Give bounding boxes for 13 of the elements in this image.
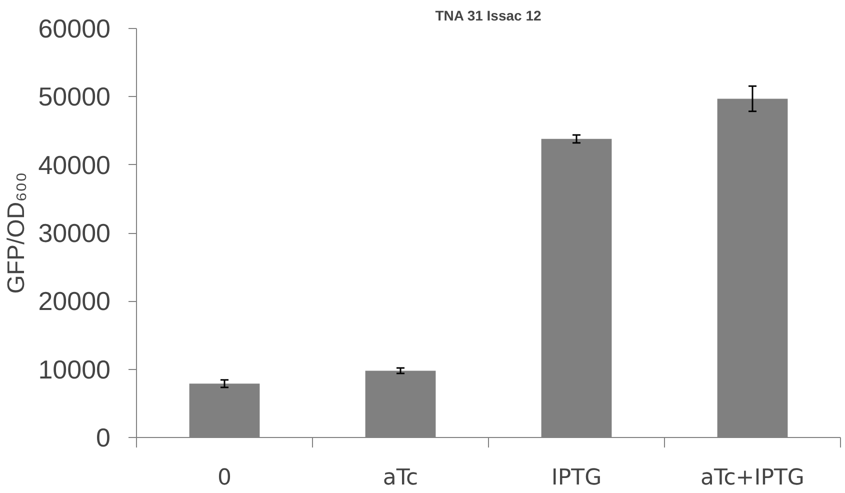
y-axis-title: GFP/OD₆₀₀: [3, 172, 30, 294]
y-tick-label: 0: [96, 422, 111, 452]
y-tick-label: 40000: [38, 150, 111, 180]
y-tick-label: 20000: [38, 286, 111, 316]
x-tick-label: 0: [218, 466, 232, 490]
x-tick-label: aTc: [382, 466, 418, 490]
y-tick-label: 60000: [38, 14, 111, 44]
y-tick-label: 50000: [38, 82, 111, 112]
y-tick-label: 10000: [38, 354, 111, 384]
x-tick-label: IPTG: [551, 466, 602, 490]
chart-title: TNA 31 Issac 12: [435, 8, 542, 24]
x-tick-label: aTc+IPTG: [700, 466, 804, 490]
y-tick-label: 30000: [38, 218, 111, 248]
